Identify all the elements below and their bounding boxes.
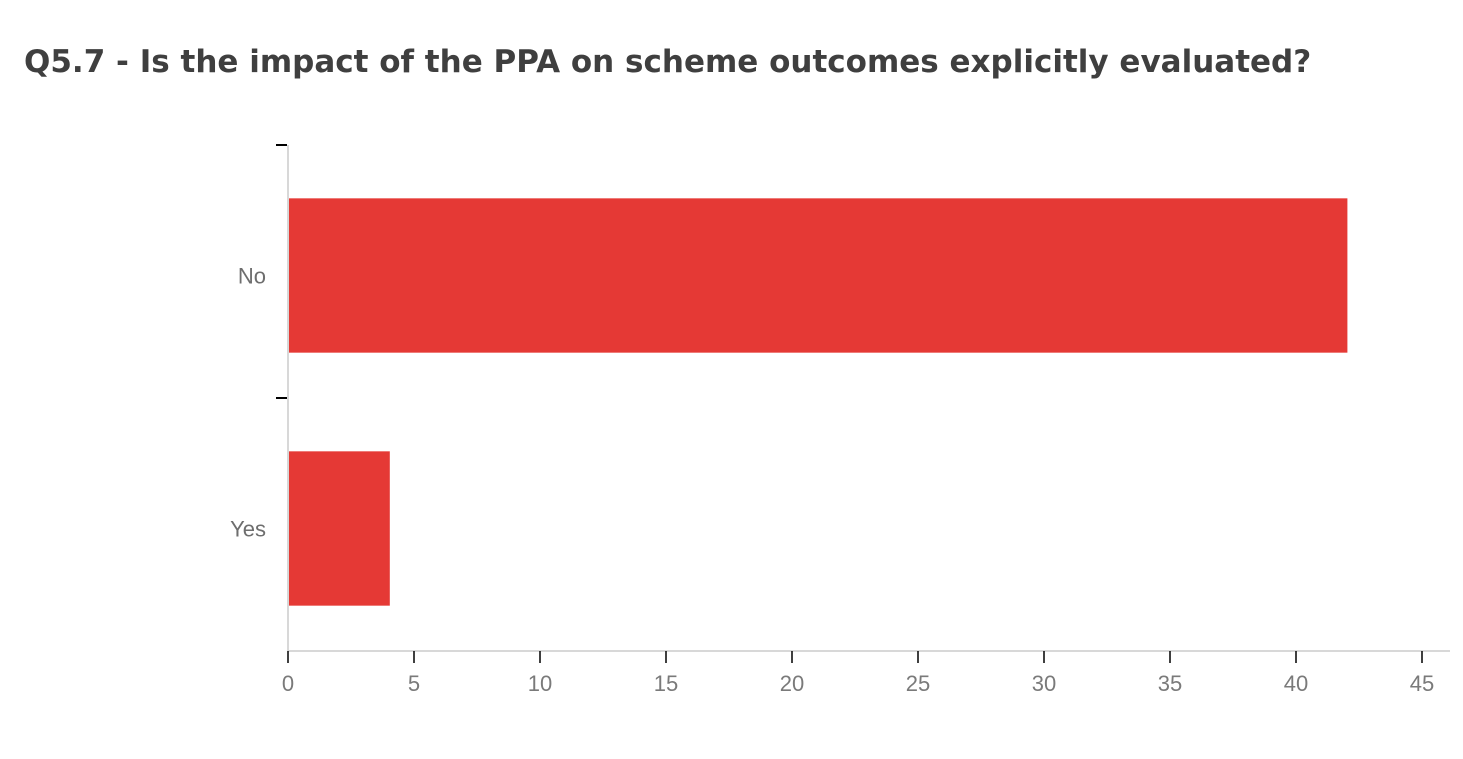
- x-tick-label: 40: [1284, 671, 1308, 696]
- x-tick-label: 5: [408, 671, 420, 696]
- x-tick-label: 45: [1410, 671, 1434, 696]
- x-tick-label: 25: [906, 671, 930, 696]
- x-tick-label: 30: [1032, 671, 1056, 696]
- axes: [276, 144, 1450, 663]
- labels: 0 5 10 15 20 25 30 35 40 45 No Yes: [230, 264, 1434, 697]
- category-label-no: No: [238, 264, 266, 289]
- x-tick-label: 10: [528, 671, 552, 696]
- x-tick-label: 20: [780, 671, 804, 696]
- bar-no: [289, 198, 1348, 353]
- x-tick-label: 15: [654, 671, 678, 696]
- bars: [289, 198, 1348, 606]
- bar-yes: [289, 451, 390, 606]
- x-tick-label: 35: [1158, 671, 1182, 696]
- chart-title: Q5.7 - Is the impact of the PPA on schem…: [24, 44, 1312, 80]
- category-label-yes: Yes: [230, 517, 266, 542]
- x-tick-label: 0: [282, 671, 294, 696]
